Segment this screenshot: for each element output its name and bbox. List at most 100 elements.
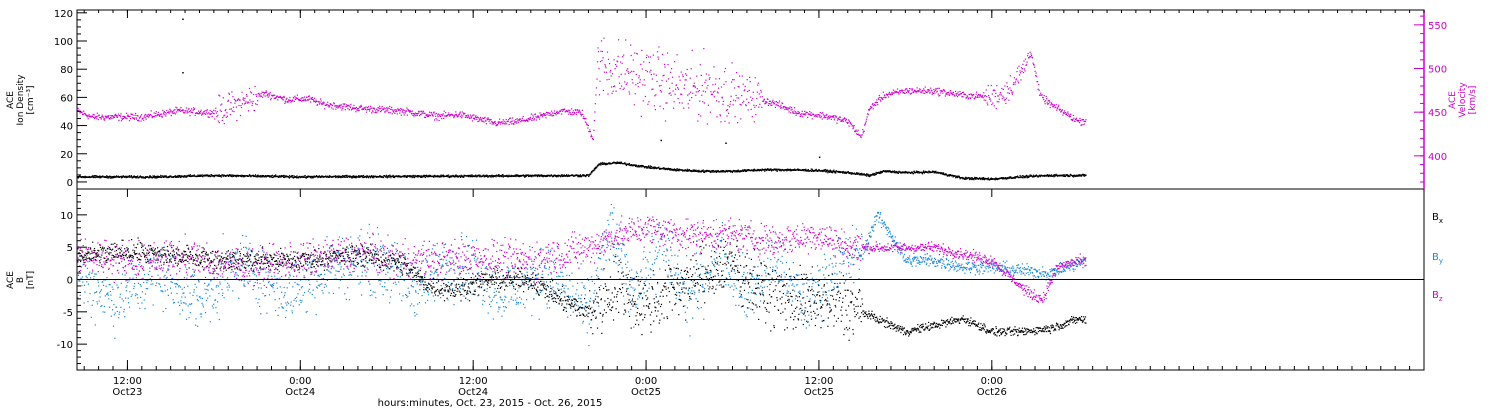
by-series-point — [103, 305, 105, 308]
density-series-point — [359, 176, 361, 178]
velocity-series-point — [241, 91, 243, 93]
velocity-series-point — [633, 104, 635, 106]
density-series-point — [145, 176, 147, 178]
velocity-series-point — [628, 72, 630, 74]
velocity-series-point — [733, 99, 735, 101]
density-series-point — [650, 167, 652, 169]
velocity-series-point — [1047, 103, 1049, 105]
velocity-series-point — [153, 116, 155, 118]
velocity-series-point — [169, 111, 171, 113]
density-series-point — [130, 176, 132, 178]
density-series-point — [361, 176, 364, 178]
velocity-series-point — [201, 112, 203, 114]
velocity-series-point — [623, 54, 625, 56]
velocity-series-point — [856, 133, 858, 135]
velocity-series-point — [380, 111, 382, 113]
density-series-point — [389, 174, 391, 176]
velocity-series-point — [207, 113, 209, 115]
velocity-series-point — [751, 116, 753, 118]
velocity-series-point — [954, 95, 956, 97]
density-series-point — [235, 175, 237, 177]
density-series-point — [273, 176, 275, 178]
velocity-series-point — [931, 90, 933, 92]
velocity-series-point — [370, 105, 372, 107]
density-series-point — [1072, 176, 1074, 178]
velocity-series-point — [260, 93, 262, 95]
velocity-series-point — [233, 111, 235, 113]
velocity-series-point — [742, 102, 744, 104]
velocity-series-point — [153, 112, 155, 114]
density-series-point — [79, 175, 81, 177]
density-series-point — [261, 176, 263, 178]
velocity-series-point — [437, 116, 439, 118]
by-series-point — [120, 306, 122, 308]
density-series-point — [624, 162, 626, 164]
velocity-series-point — [471, 115, 473, 117]
velocity-series-point — [1067, 111, 1069, 113]
density-series-point — [732, 170, 734, 172]
velocity-series-point — [722, 103, 724, 105]
by-series-point — [134, 295, 137, 297]
velocity-series-point — [380, 107, 382, 109]
velocity-series-point — [839, 116, 842, 118]
velocity-series-point — [975, 96, 977, 98]
density-series-point — [615, 162, 617, 164]
density-series-point — [127, 175, 129, 177]
velocity-series-point — [478, 118, 481, 120]
velocity-series-point — [763, 98, 765, 100]
velocity-series-point — [499, 118, 501, 120]
density-series-point — [115, 175, 118, 177]
density-series-point — [256, 175, 258, 178]
density-series-point — [421, 175, 423, 177]
velocity-series-point — [170, 115, 172, 117]
velocity-series-point — [605, 67, 607, 69]
by-series-point — [152, 304, 154, 306]
velocity-series-point — [192, 112, 194, 114]
density-series-point — [231, 174, 233, 176]
velocity-series-point — [482, 120, 484, 122]
velocity-series-point — [307, 95, 310, 97]
velocity-series-point — [799, 112, 801, 114]
density-series-point — [722, 170, 724, 172]
velocity-series-point — [633, 70, 635, 73]
velocity-series-point — [1040, 92, 1042, 94]
velocity-series-point — [144, 114, 146, 116]
velocity-series-point — [1049, 107, 1051, 109]
velocity-series-point — [177, 110, 179, 112]
density-series-point — [485, 175, 487, 178]
by-series-point — [107, 294, 109, 296]
density-series-point — [827, 172, 829, 174]
velocity-series-point — [154, 116, 156, 118]
velocity-series-point — [880, 100, 882, 102]
velocity-series-point — [494, 120, 496, 123]
velocity-series-point — [643, 79, 645, 81]
density-series-point — [409, 175, 411, 177]
velocity-series-point — [329, 105, 331, 107]
density-series-point — [649, 166, 651, 168]
velocity-series-point — [361, 108, 364, 111]
velocity-series-point — [1044, 101, 1046, 103]
density-series-point — [559, 175, 561, 177]
velocity-series-point — [697, 91, 699, 93]
velocity-series-point — [950, 91, 952, 93]
density-series-point — [745, 169, 747, 172]
density-series-point — [180, 176, 182, 179]
velocity-series-point — [1008, 92, 1010, 94]
density-series-point — [736, 171, 738, 173]
density-series-point — [731, 170, 733, 172]
velocity-series-point — [383, 107, 385, 109]
density-series-point — [156, 175, 158, 177]
velocity-series-point — [719, 114, 721, 116]
velocity-series-point — [408, 110, 410, 112]
velocity-series-point — [971, 94, 973, 96]
velocity-series-point — [551, 110, 553, 112]
density-series-point — [197, 174, 199, 176]
velocity-series-point — [369, 108, 371, 110]
velocity-series-point — [622, 56, 624, 58]
by-series-point — [125, 286, 127, 288]
velocity-series-point — [333, 102, 335, 104]
velocity-series-point — [740, 118, 742, 120]
velocity-series-point — [734, 116, 736, 118]
velocity-series-point — [961, 91, 964, 94]
velocity-series-point — [957, 91, 959, 93]
